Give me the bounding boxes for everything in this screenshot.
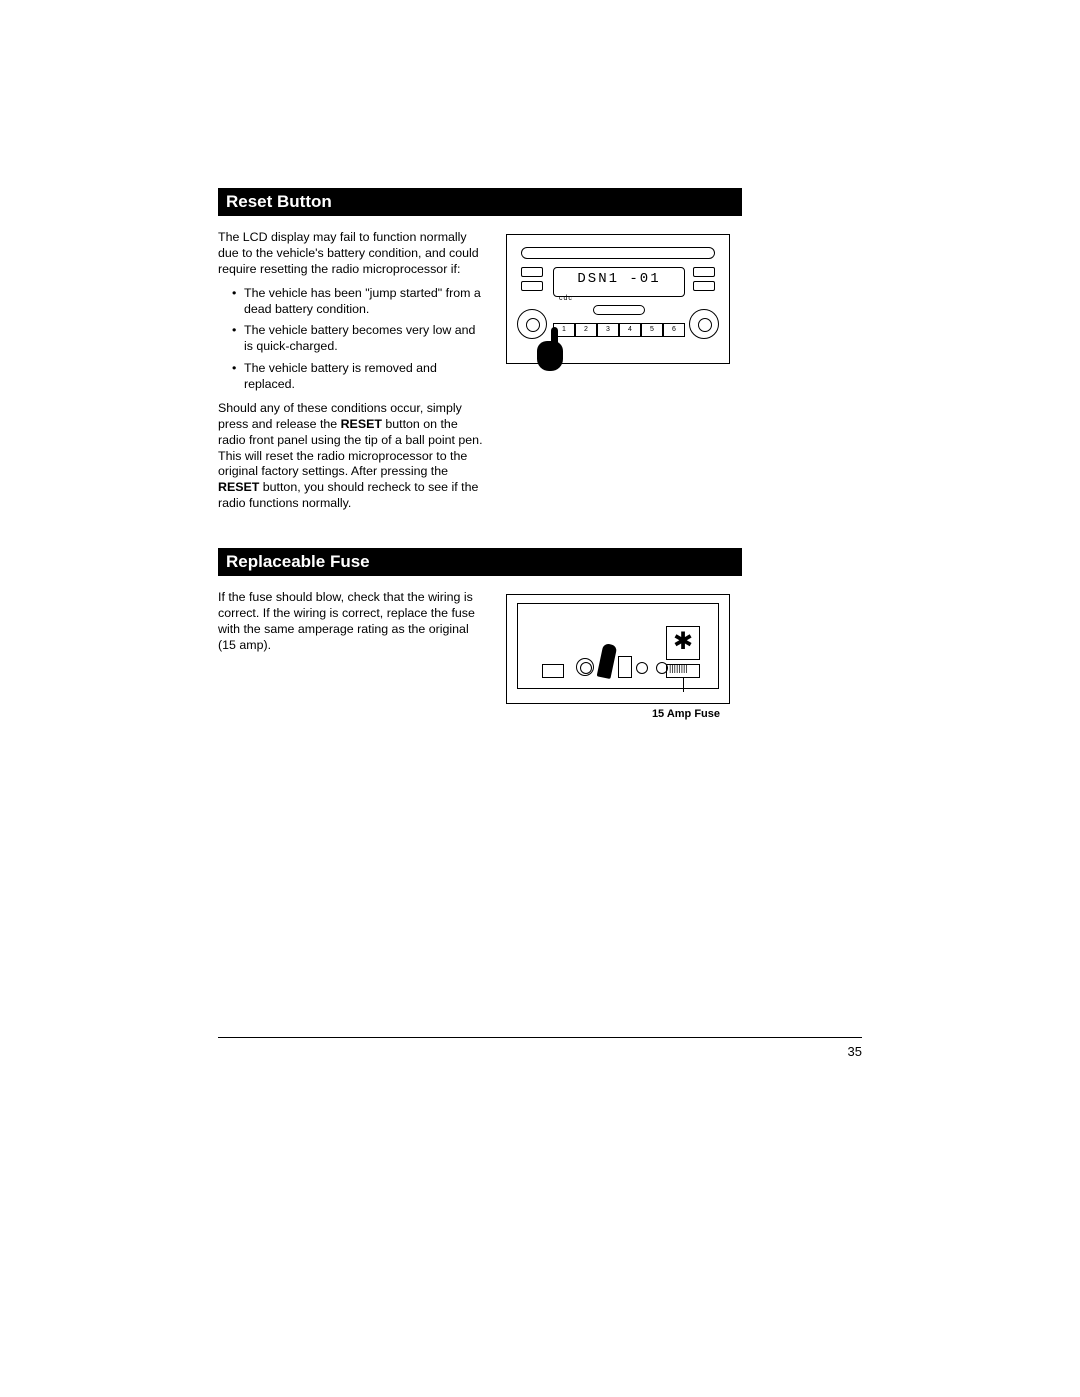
- preset-button: 6: [663, 323, 685, 337]
- section-header-fuse: Replaceable Fuse: [218, 548, 742, 576]
- reset-outro: Should any of these conditions occur, si…: [218, 401, 486, 512]
- preset-row: 1 2 3 4 5 6: [553, 323, 685, 337]
- reset-bold: RESET: [218, 480, 259, 494]
- fuse-text-column: If the fuse should blow, check that the …: [218, 590, 486, 720]
- small-button-icon: [693, 281, 715, 291]
- section-body-reset: The LCD display may fail to function nor…: [218, 230, 862, 520]
- lcd-subtext: cdc: [559, 295, 573, 302]
- connector-icon: [666, 664, 700, 678]
- reset-bold: RESET: [341, 417, 382, 431]
- reset-bullet-list: The vehicle has been "jump started" from…: [218, 286, 486, 393]
- preset-button: 2: [575, 323, 597, 337]
- fuse-body: If the fuse should blow, check that the …: [218, 590, 486, 654]
- page-number: 35: [218, 1044, 862, 1059]
- seek-pill-icon: [593, 305, 645, 315]
- footer-rule: [218, 1037, 862, 1038]
- antenna-jack-icon: [597, 643, 618, 679]
- hand-pressing-icon: [537, 341, 563, 371]
- preset-button: 5: [641, 323, 663, 337]
- small-button-icon: [521, 281, 543, 291]
- radio-rear-diagram: [506, 594, 730, 704]
- fan-vent-icon: [666, 626, 700, 660]
- preset-button: 3: [597, 323, 619, 337]
- volume-knob-icon: [517, 309, 547, 339]
- rca-jack-icon: [656, 662, 668, 674]
- section-header-reset: Reset Button: [218, 188, 742, 216]
- reset-text-column: The LCD display may fail to function nor…: [218, 230, 486, 520]
- reset-bullet: The vehicle battery is removed and repla…: [244, 361, 486, 393]
- reset-bullet: The vehicle battery becomes very low and…: [244, 323, 486, 355]
- radio-front-diagram: DSN1 -01 cdc 1 2 3 4 5 6: [506, 234, 730, 364]
- port-icon: [542, 664, 564, 678]
- page-content: Reset Button The LCD display may fail to…: [218, 188, 862, 748]
- rca-jack-icon: [636, 662, 648, 674]
- reset-bullet: The vehicle has been "jump started" from…: [244, 286, 486, 318]
- tune-knob-icon: [689, 309, 719, 339]
- port-icon: [618, 656, 632, 678]
- reset-intro: The LCD display may fail to function nor…: [218, 230, 486, 278]
- rear-panel-outline: [517, 603, 719, 689]
- preset-button: 4: [619, 323, 641, 337]
- small-button-icon: [521, 267, 543, 277]
- small-button-icon: [693, 267, 715, 277]
- fuse-caption: 15 Amp Fuse: [506, 708, 742, 720]
- cd-slot-icon: [521, 247, 715, 259]
- lcd-screen: DSN1 -01: [553, 267, 685, 297]
- reset-image-column: DSN1 -01 cdc 1 2 3 4 5 6: [506, 230, 742, 520]
- fuse-pointer-line: [683, 678, 685, 692]
- fuse-image-column: 15 Amp Fuse: [506, 590, 742, 720]
- din-connector-icon: [576, 658, 594, 676]
- section-body-fuse: If the fuse should blow, check that the …: [218, 590, 862, 720]
